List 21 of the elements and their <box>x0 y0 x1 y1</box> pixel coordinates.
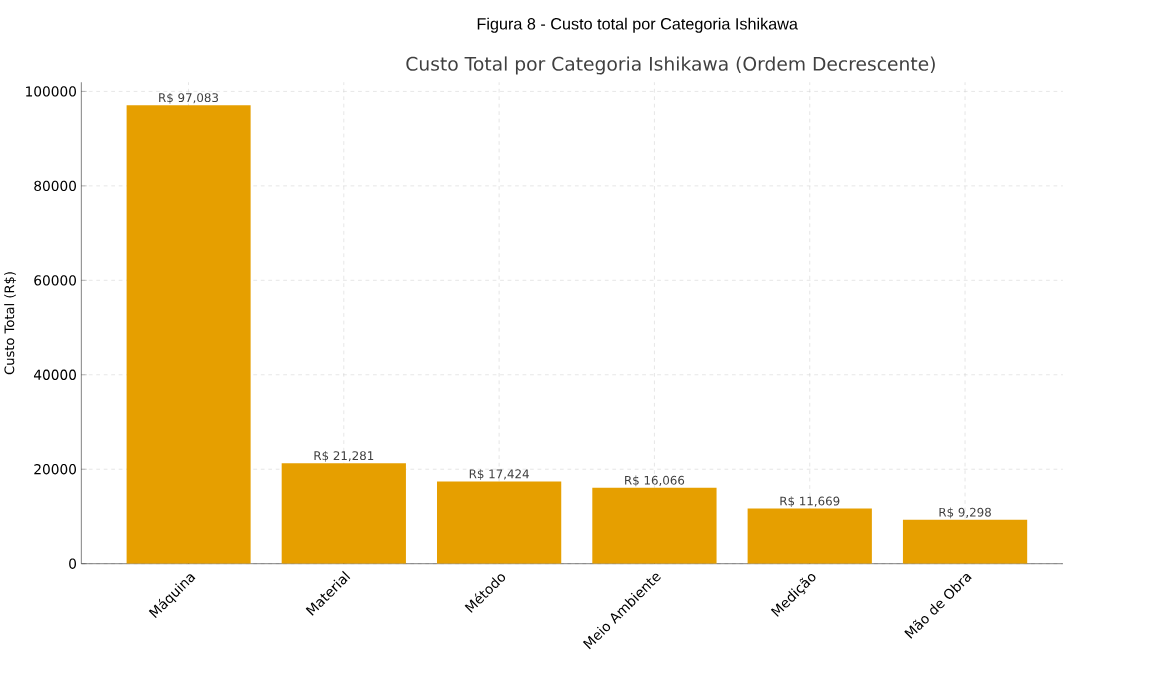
bar <box>281 463 406 564</box>
data-label: R$ 17,424 <box>469 469 529 480</box>
y-tick-label: 20000 <box>34 464 76 475</box>
chart-subtitle: Custo Total por Categoria Ishikawa (Ordem Decrescente) <box>406 56 935 75</box>
bar <box>747 508 872 564</box>
y-tick-label: 80000 <box>34 180 76 192</box>
data-label: R$ 97,083 <box>159 93 219 104</box>
y-tick-label: 60000 <box>34 275 76 286</box>
bar <box>902 519 1028 564</box>
data-label: R$ 16,066 <box>625 475 685 487</box>
y-axis-title: Custo Total (R$) <box>4 272 17 375</box>
data-label: R$ 21,281 <box>314 451 374 462</box>
data-label: R$ 11,669 <box>780 496 840 508</box>
y-tick-label: 0 <box>69 558 77 569</box>
bar <box>437 481 562 564</box>
bar <box>126 105 251 564</box>
chart-title: Figura 8 - Custo total por Categoria Ishikawa <box>477 17 798 33</box>
bar <box>592 487 717 564</box>
data-label: R$ 9,298 <box>939 507 991 519</box>
y-tick-label: 40000 <box>33 369 76 381</box>
y-tick-label: 100000 <box>26 86 76 97</box>
